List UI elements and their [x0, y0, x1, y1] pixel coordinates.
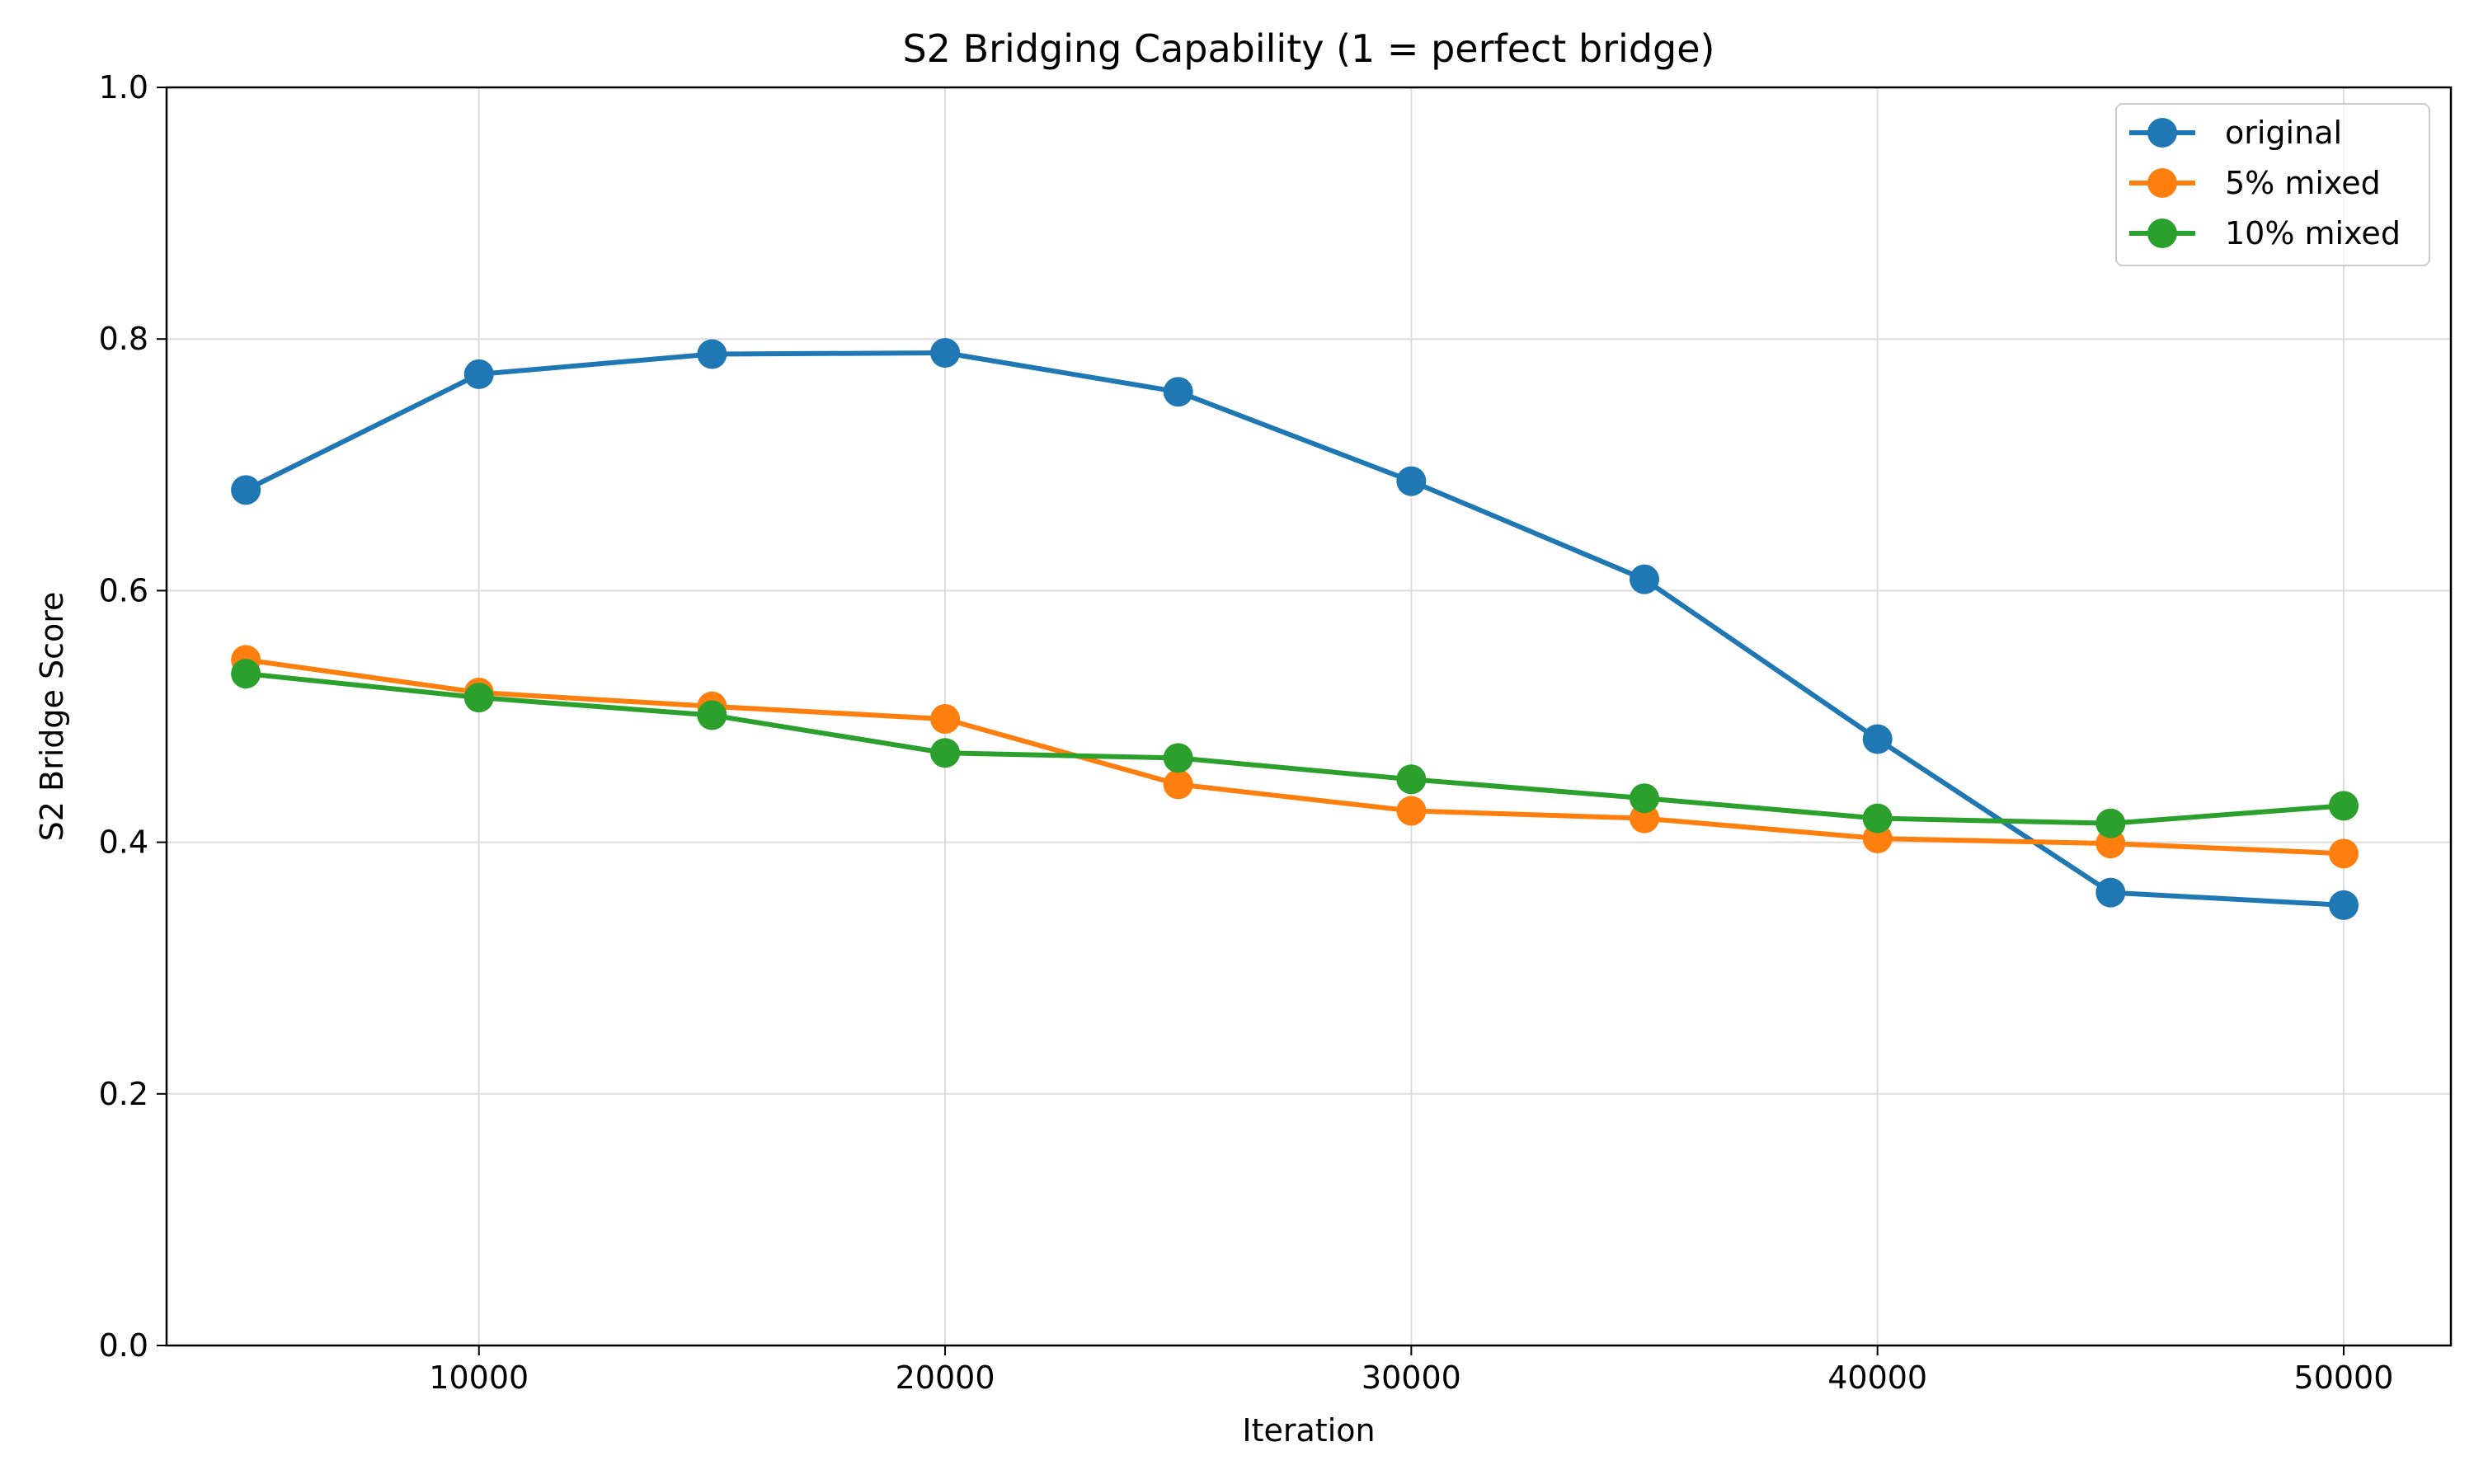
data-point-10-mixed [930, 738, 961, 768]
legend-label-original: original [2225, 115, 2342, 151]
chart-title: S2 Bridging Capability (1 = perfect brid… [902, 26, 1714, 71]
legend-marker-original [2147, 118, 2177, 148]
data-point-5-mixed [930, 704, 961, 735]
grid-layer [167, 87, 2451, 1345]
data-point-10-mixed [463, 683, 494, 713]
data-point-original [463, 359, 494, 389]
x-axis-ticks: 10000 20000 30000 40000 50000 [429, 1345, 2393, 1396]
data-point-original [697, 339, 727, 369]
legend-label-5-mixed: 5% mixed [2225, 165, 2381, 201]
series-line-10-mixed [242, 670, 2347, 826]
y-tick-label: 0.0 [99, 1327, 148, 1364]
data-point-original [930, 337, 961, 368]
data-point-10-mixed [1862, 803, 1893, 834]
data-point-5-mixed [1396, 796, 1427, 826]
legend-frame [2115, 103, 2430, 266]
y-axis-label: S2 Bridge Score [34, 592, 70, 842]
data-point-original [2095, 877, 2126, 908]
data-point-original [1630, 564, 1660, 594]
legend-label-10-mixed: 10% mixed [2225, 215, 2401, 251]
y-tick-label: 0.2 [99, 1076, 148, 1112]
y-tick-label: 0.4 [99, 824, 148, 861]
x-tick-label: 10000 [429, 1360, 529, 1396]
series-10-mixed [231, 659, 2359, 838]
plot-frame [165, 86, 2453, 1347]
data-point-10-mixed [1163, 743, 1193, 773]
data-point-original [1396, 466, 1427, 496]
y-tick-label: 0.8 [99, 321, 148, 357]
data-point-10-mixed [2328, 791, 2359, 821]
y-axis-ticks: 0.0 0.2 0.4 0.6 0.8 1.0 [99, 69, 167, 1364]
data-point-10-mixed [2095, 808, 2126, 838]
data-point-10-mixed [231, 659, 261, 689]
x-tick-label: 50000 [2294, 1360, 2394, 1396]
data-point-10-mixed [1396, 764, 1427, 795]
data-point-original [2328, 890, 2359, 920]
data-point-5-mixed [2328, 838, 2359, 869]
x-tick-label: 30000 [1362, 1360, 1461, 1396]
x-axis-label: Iteration [1242, 1412, 1375, 1449]
y-tick-label: 1.0 [99, 69, 148, 106]
x-tick-label: 40000 [1827, 1360, 1927, 1396]
data-point-10-mixed [697, 700, 727, 730]
data-point-10-mixed [1630, 783, 1660, 814]
series-line-5-mixed [242, 656, 2347, 857]
series-layer [231, 337, 2359, 920]
x-tick-label: 20000 [896, 1360, 995, 1396]
data-point-original [231, 475, 261, 505]
legend-marker-10-mixed [2147, 218, 2177, 248]
legend: original 5% mixed 10% mixed [2115, 103, 2430, 266]
series-original [231, 337, 2359, 920]
data-point-original [1163, 377, 1193, 407]
data-point-5-mixed [1163, 769, 1193, 800]
series-line-original [242, 350, 2347, 909]
y-tick-label: 0.6 [99, 572, 148, 608]
legend-marker-5-mixed [2147, 168, 2177, 198]
data-point-original [1862, 724, 1893, 754]
